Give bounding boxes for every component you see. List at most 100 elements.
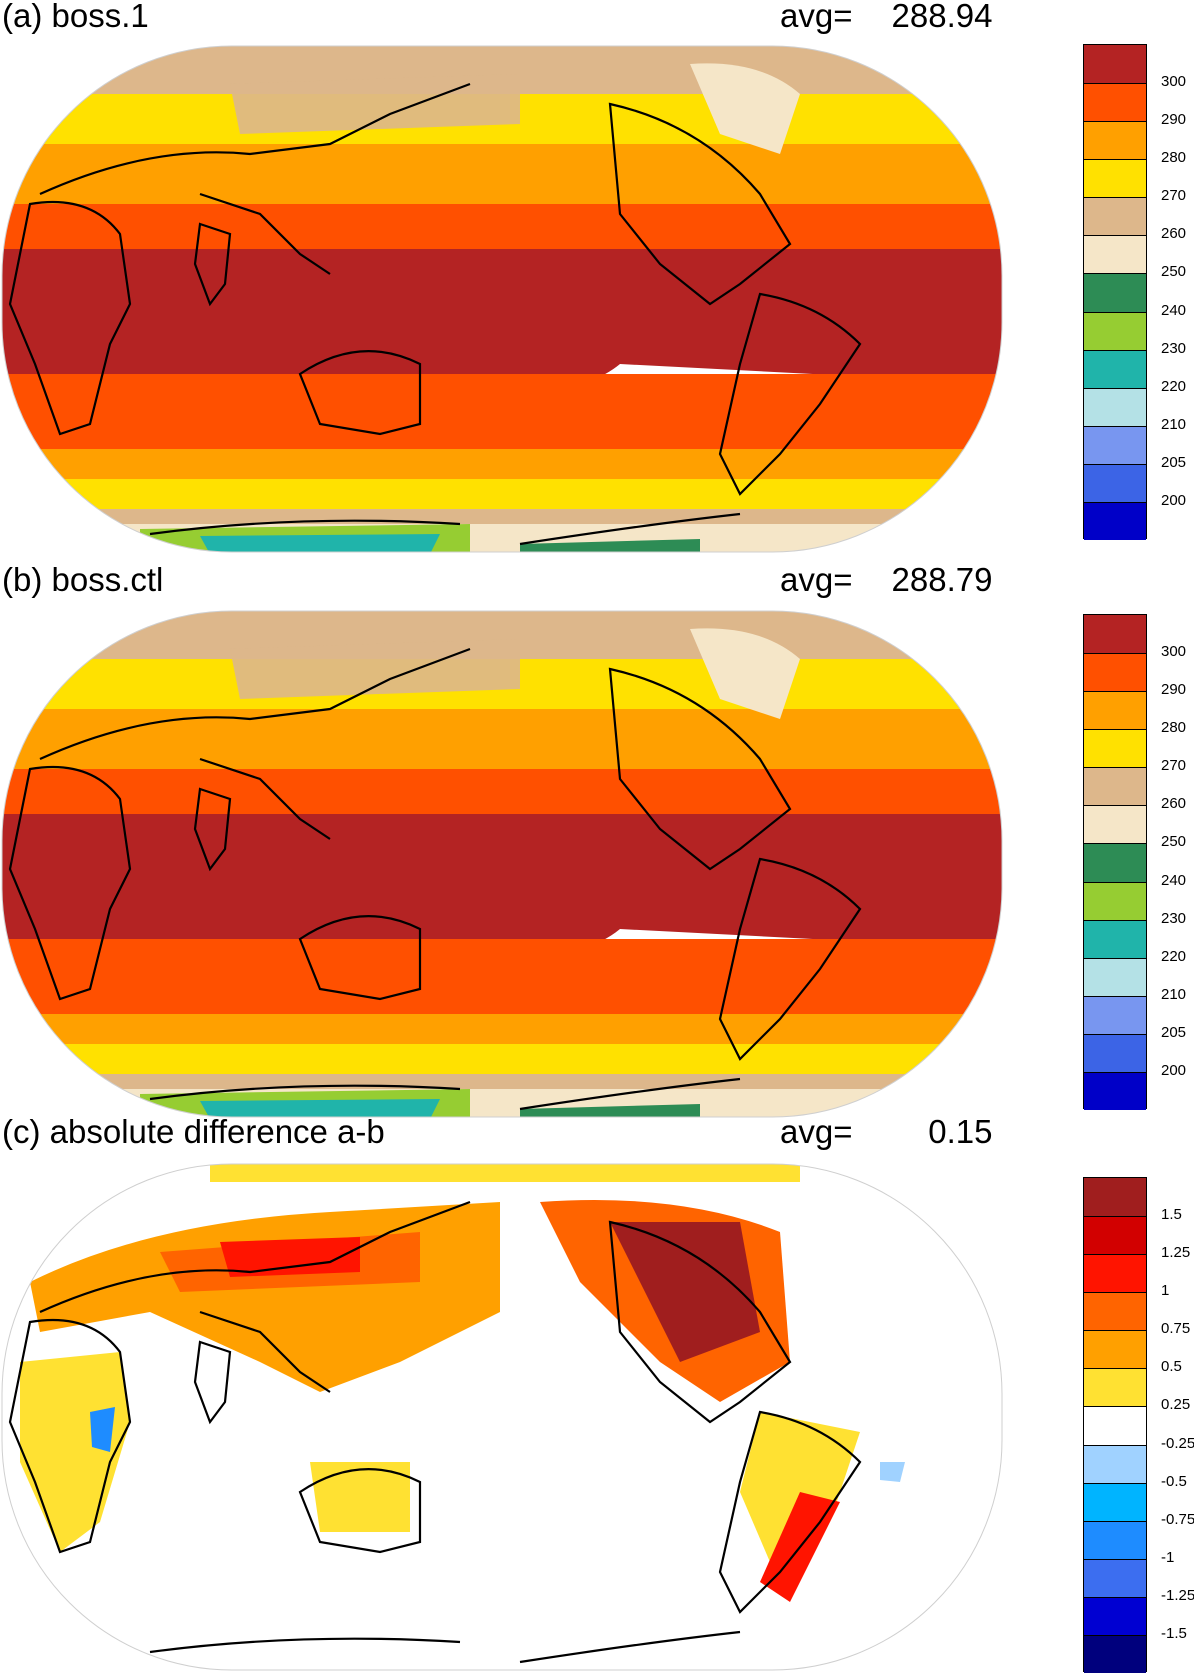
panel-c-colorbar-segment	[1084, 1482, 1146, 1521]
diff-siberia-peak	[220, 1237, 360, 1277]
panel-b-colorbar-segment	[1084, 653, 1146, 692]
diff-africa-cool	[90, 1407, 115, 1452]
panel-b-temperature-map	[1, 610, 1003, 1118]
panel-a-colorbar-segment	[1084, 501, 1146, 540]
coast-eurasia	[39, 1200, 471, 1393]
panel-c-colorbar-tick: -0.75	[1161, 1510, 1194, 1528]
coast-south-america	[718, 1410, 862, 1614]
panel-b-colorbar-tick: 205	[1161, 1023, 1187, 1041]
panel-a-colorbar-segment	[1084, 45, 1146, 84]
panel-a-colorbar-segment	[1084, 425, 1146, 464]
panel-b-colorbar-tick: 280	[1161, 719, 1187, 737]
greenland	[690, 628, 800, 719]
panel-b-colorbar-tick: 270	[1161, 757, 1187, 775]
panel-c-colorbar-tick: -0.5	[1161, 1472, 1187, 1490]
panel-c-colorbar-segment	[1084, 1634, 1146, 1673]
greenland	[690, 63, 800, 154]
panel-c-colorbar-tick: -1.5	[1161, 1624, 1187, 1642]
panel-b-colorbar-tick: 260	[1161, 795, 1187, 813]
panel-c-avg: avg= 0.15	[780, 1114, 992, 1150]
panel-b-colorbar-segment	[1084, 767, 1146, 806]
diff-brazil-cool	[880, 1462, 905, 1482]
panel-a-colorbar-segment	[1084, 463, 1146, 502]
panel-a-colorbar-tick: 200	[1161, 491, 1187, 509]
panel-a-colorbar-tick: 260	[1161, 225, 1187, 243]
panel-a-avg: avg= 288.94	[780, 0, 992, 34]
panel-a-colorbar-tick: 220	[1161, 377, 1187, 395]
panel-a-avg-value: 288.94	[891, 0, 993, 34]
panel-b-title: (b) boss.ctl	[2, 561, 164, 598]
panel-b-colorbar-segment	[1084, 1071, 1146, 1110]
panel-b-colorbar-segment	[1084, 957, 1146, 996]
panel-b-colorbar-tick: 210	[1161, 985, 1187, 1003]
panel-a-colorbar-tick: 210	[1161, 415, 1187, 433]
diff-south-america	[740, 1412, 860, 1562]
coast-south-america	[718, 857, 862, 1061]
panel-b-colorbar-tick: 220	[1161, 947, 1187, 965]
panel-c-colorbar-tick: 1.25	[1161, 1244, 1191, 1262]
panel-c-colorbar-tick: -1	[1161, 1548, 1175, 1566]
diff-australia	[310, 1462, 410, 1532]
panel-a-colorbar-segment	[1084, 197, 1146, 236]
coast-antarctica	[149, 1630, 741, 1664]
coast-india	[193, 787, 232, 872]
panel-a-colorbar-segment	[1084, 235, 1146, 274]
panel-a-title: (a) boss.1	[2, 0, 149, 34]
panel-a-colorbar-tick: 280	[1161, 149, 1187, 167]
antarctica-east	[520, 539, 700, 552]
panel-c-colorbar-tick: 1.5	[1161, 1206, 1182, 1224]
panel-b-colorbar-tick: 240	[1161, 871, 1187, 889]
panel-b-colorbar-tick: 200	[1161, 1061, 1187, 1079]
siberia-cold	[230, 74, 520, 134]
panel-c-colorbar-segment	[1084, 1368, 1146, 1407]
panel-a-colorbar-segment	[1084, 387, 1146, 426]
panel-b-colorbar-segment	[1084, 843, 1146, 882]
panel-c-colorbar-segment	[1084, 1178, 1146, 1217]
antarctica-ice	[200, 534, 440, 552]
panel-c-colorbar-tick: -1.25	[1161, 1586, 1194, 1604]
coast-australia	[298, 350, 422, 436]
diff-north-america-peak	[610, 1222, 760, 1362]
coast-south-america	[718, 292, 862, 496]
panel-c-colorbar-segment	[1084, 1444, 1146, 1483]
coast-india	[193, 1340, 232, 1425]
band-tropics	[2, 814, 1002, 971]
panel-b-colorbar-segment	[1084, 1033, 1146, 1072]
coast-india	[193, 222, 232, 307]
panel-a-colorbar-tick: 230	[1161, 339, 1187, 357]
panel-c-colorbar-box	[1083, 1177, 1147, 1673]
panel-c-title: (c) absolute difference a-b	[2, 1113, 385, 1150]
panel-a-colorbar-tick: 240	[1161, 301, 1187, 319]
antarctica-east	[520, 1104, 700, 1117]
panel-c-difference-map	[1, 1163, 1003, 1671]
panel-c-colorbar-tick: -0.25	[1161, 1434, 1194, 1452]
coast-africa	[8, 1318, 132, 1554]
panel-c-colorbar-segment	[1084, 1254, 1146, 1293]
panel-b-colorbar-tick: 300	[1161, 643, 1187, 661]
panel-c-colorbar-tick: 1	[1161, 1282, 1170, 1300]
panel-a-avg-label: avg=	[780, 0, 853, 34]
panel-b-colorbar-box	[1083, 614, 1147, 1110]
coast-eurasia	[39, 82, 471, 275]
panel-a-colorbar-segment	[1084, 349, 1146, 388]
panel-c-colorbar-segment	[1084, 1406, 1146, 1445]
panel-b-avg-label: avg=	[780, 561, 853, 598]
coast-antarctica	[149, 1077, 741, 1111]
panel-c-colorbar-segment	[1084, 1520, 1146, 1559]
panel-a-colorbar-segment	[1084, 83, 1146, 122]
panel-a-colorbar-segment	[1084, 121, 1146, 160]
coast-antarctica	[149, 512, 741, 546]
panel-b-avg-value: 288.79	[891, 561, 993, 598]
band-antarctic-edge	[2, 524, 1002, 552]
coast-africa	[8, 765, 132, 1001]
coast-australia	[298, 1468, 422, 1554]
panel-a-temperature-map	[1, 45, 1003, 553]
panel-a-colorbar-tick: 300	[1161, 73, 1187, 91]
panel-a-colorbar-box	[1083, 44, 1147, 540]
coast-north-america	[608, 667, 792, 871]
panel-a-colorbar-tick: 270	[1161, 187, 1187, 205]
panel-b-avg: avg= 288.79	[780, 562, 992, 598]
panel-b-colorbar-tick: 230	[1161, 909, 1187, 927]
panel-a-colorbar-tick: 290	[1161, 111, 1187, 129]
panel-a-colorbar-segment	[1084, 311, 1146, 350]
